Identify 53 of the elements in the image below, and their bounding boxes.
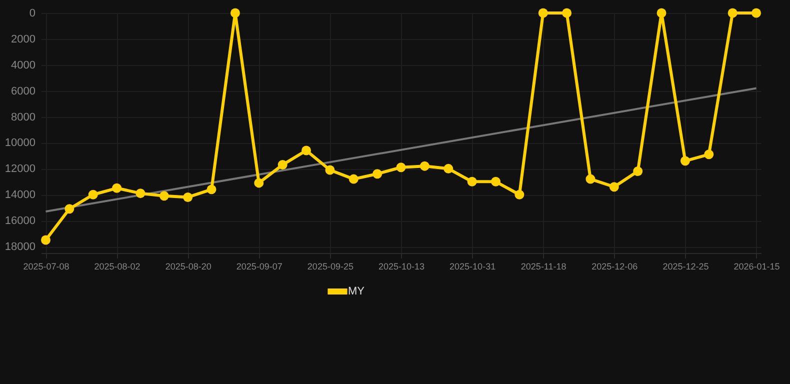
y-tick-label: 4000 [11, 59, 36, 72]
point [680, 156, 690, 166]
point [159, 191, 169, 201]
point [586, 174, 596, 184]
point [562, 8, 572, 18]
point [704, 150, 714, 160]
x-tick-label: 2025-11-18 [520, 262, 566, 272]
point [206, 184, 216, 194]
point [420, 161, 430, 171]
point [136, 188, 146, 198]
point [514, 190, 524, 200]
x-tick-label: 2025-10-13 [378, 262, 425, 272]
y-tick-label: 2000 [11, 33, 36, 46]
y-tick-label: 10000 [4, 137, 36, 150]
y-tick-label: 12000 [4, 163, 36, 176]
y-tick-label: 6000 [11, 85, 36, 98]
point [325, 165, 335, 175]
point [88, 190, 98, 200]
point [467, 176, 477, 186]
x-tick-label: 2025-12-25 [662, 262, 709, 272]
point [538, 8, 548, 18]
x-tick-label: 2025-08-02 [94, 262, 140, 272]
point [372, 169, 382, 179]
x-tick-label: 2025-12-06 [592, 262, 638, 272]
x-tick-label: 2025-10-31 [450, 262, 496, 272]
legend-label: MY [348, 286, 366, 298]
y-tick-label: 0 [29, 8, 36, 20]
point [64, 204, 74, 214]
y-tick-label: 18000 [4, 241, 36, 254]
x-tick-label: 2026-01-15 [734, 262, 780, 272]
x-tick-label: 2025-09-25 [307, 262, 354, 272]
point [490, 176, 500, 186]
x-tick-label: 2025-08-20 [165, 262, 212, 272]
point [183, 192, 193, 202]
point [40, 235, 50, 245]
point [396, 162, 406, 172]
point [609, 182, 619, 192]
point [348, 174, 358, 184]
y-tick-label: 14000 [4, 189, 36, 202]
y-tick-label: 8000 [11, 111, 36, 124]
point [444, 164, 454, 174]
point [752, 8, 762, 18]
y-tick-label: 16000 [4, 215, 36, 228]
point [230, 8, 240, 18]
point [633, 166, 643, 176]
point [254, 178, 264, 188]
point [278, 160, 288, 170]
point [728, 8, 738, 18]
x-tick-label: 2025-09-07 [236, 262, 282, 272]
point [112, 183, 122, 193]
point [302, 146, 312, 156]
x-tick-label: 2025-07-08 [23, 262, 70, 272]
point [656, 8, 666, 18]
